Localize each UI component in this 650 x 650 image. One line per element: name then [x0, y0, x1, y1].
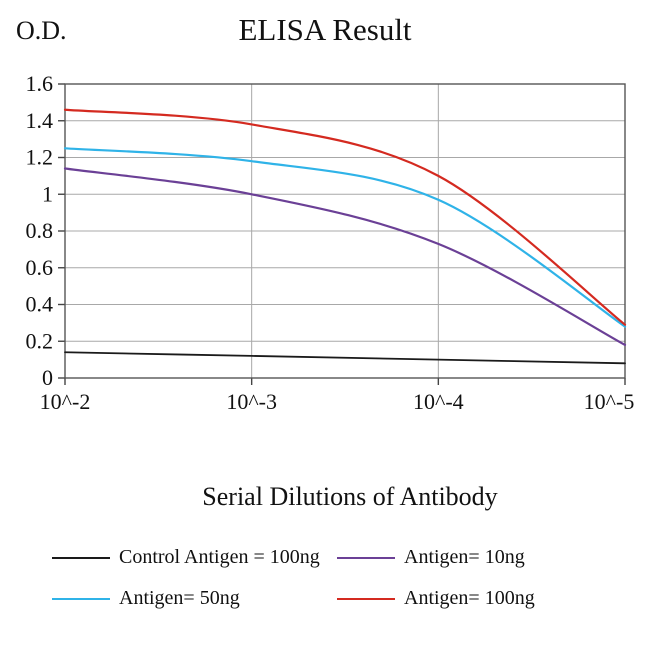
y-axis-title: O.D.: [16, 16, 67, 45]
legend-label: Antigen= 50ng: [119, 587, 240, 609]
y-tick-label: 0.2: [26, 328, 54, 353]
series-line-3: [63, 108, 627, 326]
x-tick-label: 10^-3: [226, 389, 277, 414]
legend-line-sample: [52, 597, 110, 600]
tick-labels: 0 0.2 0.4 0.6 0.8 1 1.2 1.4 1.6 10^-2 10^-3 10^-4 10…: [26, 71, 635, 414]
legend-item: Control Antigen = 100ng: [52, 546, 337, 569]
y-tick-label: 1.6: [26, 71, 54, 96]
plot-border: [64, 83, 626, 379]
y-tick-label: 0.8: [26, 218, 54, 243]
series-line-2: [63, 147, 627, 328]
legend-label: Antigen= 100ng: [404, 587, 535, 609]
legend-item: Antigen= 10ng: [337, 546, 622, 569]
legend-line-sample: [52, 556, 110, 559]
legend-line-sample: [337, 556, 395, 559]
y-tick-label: 1.2: [26, 145, 54, 170]
x-tick-label: 10^-2: [40, 389, 91, 414]
y-tick-label: 0.4: [26, 292, 54, 317]
legend-label: Antigen= 10ng: [404, 546, 525, 568]
series-lines: [63, 108, 627, 365]
axes: [58, 83, 626, 385]
legend-item: Antigen= 100ng: [337, 587, 622, 610]
legend: Control Antigen = 100ng Antigen= 10ng Anti…: [0, 546, 650, 610]
x-axis-title: Serial Dilutions of Antibody: [202, 482, 498, 511]
legend-label: Control Antigen = 100ng: [119, 546, 320, 568]
y-tick-label: 0: [42, 365, 53, 390]
legend-item: Antigen= 50ng: [52, 587, 337, 610]
plot-area: 0 0.2 0.4 0.6 0.8 1 1.2 1.4 1.6 10^-2 10^-3 10^-4 10…: [26, 71, 635, 414]
y-tick-label: 1: [42, 181, 53, 206]
chart-header: O.D. ELISA Result: [0, 0, 650, 70]
series-line-0: [64, 351, 626, 365]
legend-line-sample: [337, 597, 395, 600]
x-tick-label: 10^-5: [584, 389, 635, 414]
y-tick-label: 0.6: [26, 255, 54, 280]
gridlines: [65, 84, 625, 378]
chart-title: ELISA Result: [238, 12, 412, 47]
x-tick-label: 10^-4: [413, 389, 464, 414]
series-line-1: [63, 167, 627, 346]
y-tick-label: 1.4: [26, 108, 54, 133]
